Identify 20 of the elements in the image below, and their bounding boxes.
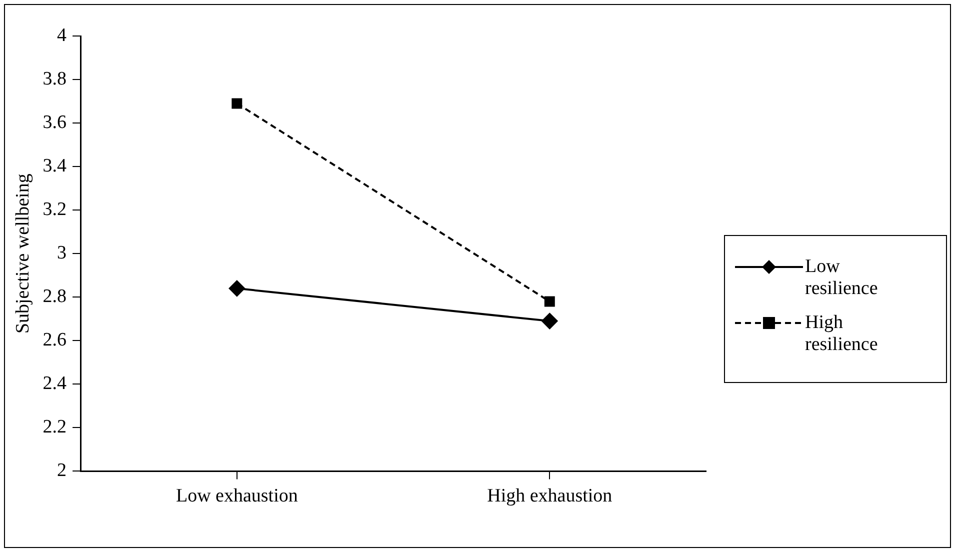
y-tick-label: 3.8 [42,68,67,90]
y-tick-label: 2.4 [42,373,68,394]
y-tick-label: 2.8 [42,286,67,308]
point [228,280,245,296]
point [542,313,558,330]
y-tick-label: 3.4 [42,156,68,177]
y-tick-label: 2.2 [42,416,67,438]
y-tick-label: 4 [57,24,68,46]
legend-label: Low resilience [805,256,879,300]
y-tick-label: 3.6 [42,112,67,134]
x-tick-label: Low exhaustion [176,486,298,507]
x-tick-label: High exhaustion [487,486,613,507]
y-tick-label: 2.6 [42,330,67,351]
y-tick-label: 3 [57,242,67,264]
legend-label: High resilience [805,312,879,356]
point [544,296,555,307]
y-tick-label: 3.2 [42,199,67,220]
y-axis-title: Subjective wellbeing [12,173,34,334]
y-tick-label: 2 [57,460,67,482]
point [232,98,242,109]
